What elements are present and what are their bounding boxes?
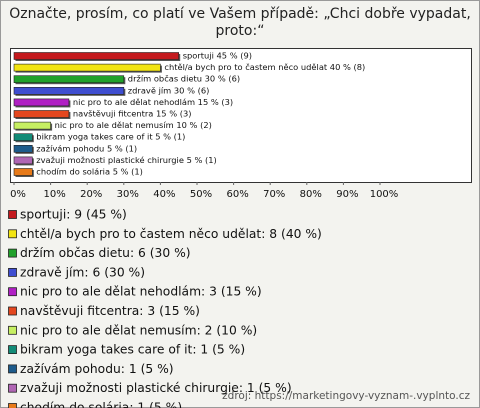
bar-label: chodím do solária 5 % (1)	[36, 167, 143, 177]
x-tick-label: 20%	[80, 189, 102, 200]
bar	[13, 133, 33, 141]
bar-label: nic pro to ale dělat nemusím 10 % (2)	[55, 120, 212, 130]
source: zdroj: https://marketingovy-vyznam-.vypl…	[222, 390, 470, 402]
legend-swatch	[8, 287, 17, 297]
legend-swatch	[8, 306, 17, 316]
legend-label: sportuji: 9 (45 %)	[20, 208, 127, 222]
bar	[13, 156, 33, 165]
legend-label: navštěvuji fitcentra: 3 (15 %)	[20, 304, 200, 318]
legend-label: chtěl/a bych pro to častem něco udělat: …	[20, 227, 322, 241]
legend-label: bikram yoga takes care of it: 1 (5 %)	[20, 343, 245, 357]
bar	[13, 87, 125, 95]
bar	[13, 52, 179, 60]
x-tick-label: 70%	[263, 189, 285, 200]
x-tick-label: 30%	[117, 189, 139, 200]
legend-swatch	[8, 248, 17, 258]
bar	[13, 75, 125, 83]
bar-label: nic pro to ale dělat nehodlám 15 % (3)	[73, 97, 233, 107]
x-tick-label: 40%	[153, 189, 175, 200]
x-tick-label: 80%	[300, 189, 322, 200]
legend-swatch	[8, 345, 17, 355]
legend-label: chodím do solária: 1 (5 %)	[20, 401, 182, 408]
chart-title: Označte, prosím, co platí ve Vašem přípa…	[9, 6, 471, 39]
legend-swatch	[8, 267, 17, 277]
bar	[13, 63, 161, 72]
legend-swatch	[8, 229, 17, 239]
bar-label: sportuji 45 % (9)	[183, 51, 252, 61]
x-tick-label: 10%	[43, 189, 65, 200]
legend-swatch	[8, 210, 17, 219]
x-tick-label: 90%	[336, 189, 358, 200]
bar-label: chtěl/a bych pro to častem něco udělat 4…	[164, 62, 365, 72]
legend-label: zvažuji možnosti plastické chirurgie: 1 …	[20, 381, 292, 395]
legend-swatch	[8, 383, 17, 393]
x-tick-label: 0%	[10, 189, 26, 200]
title-box: Označte, prosím, co platí ve Vašem přípa…	[9, 6, 471, 39]
legend-label: zažívám pohodu: 1 (5 %)	[20, 362, 174, 376]
bar	[13, 168, 33, 176]
bar	[13, 121, 51, 130]
x-tick-label: 60%	[226, 189, 248, 200]
legend-swatch	[8, 403, 17, 408]
legend-label: zdravě jím: 6 (30 %)	[20, 265, 145, 279]
bar-label: zdravě jím 30 % (6)	[128, 85, 210, 95]
bar-label: zažívám pohodu 5 % (1)	[36, 143, 137, 153]
x-tick-label: 50%	[190, 189, 212, 200]
bar	[13, 98, 70, 107]
bar	[13, 110, 70, 118]
bar-label: držím občas dietu 30 % (6)	[128, 74, 240, 84]
bar	[13, 145, 33, 153]
legend-swatch	[8, 325, 17, 335]
legend-label: nic pro to ale dělat nemusím: 2 (10 %)	[20, 323, 257, 337]
bar-label: navštěvuji fitcentra 15 % (3)	[73, 109, 192, 119]
x-tick-label: 100%	[370, 189, 399, 200]
legend-label: držím občas dietu: 6 (30 %)	[20, 246, 191, 260]
legend-swatch	[8, 364, 17, 374]
bar-label: zvažuji možnosti plastické chirurgie 5 %…	[36, 155, 217, 165]
bar-label: bikram yoga takes care of it 5 % (1)	[36, 132, 185, 142]
legend-label: nic pro to ale dělat nehodlám: 3 (15 %)	[20, 285, 262, 299]
